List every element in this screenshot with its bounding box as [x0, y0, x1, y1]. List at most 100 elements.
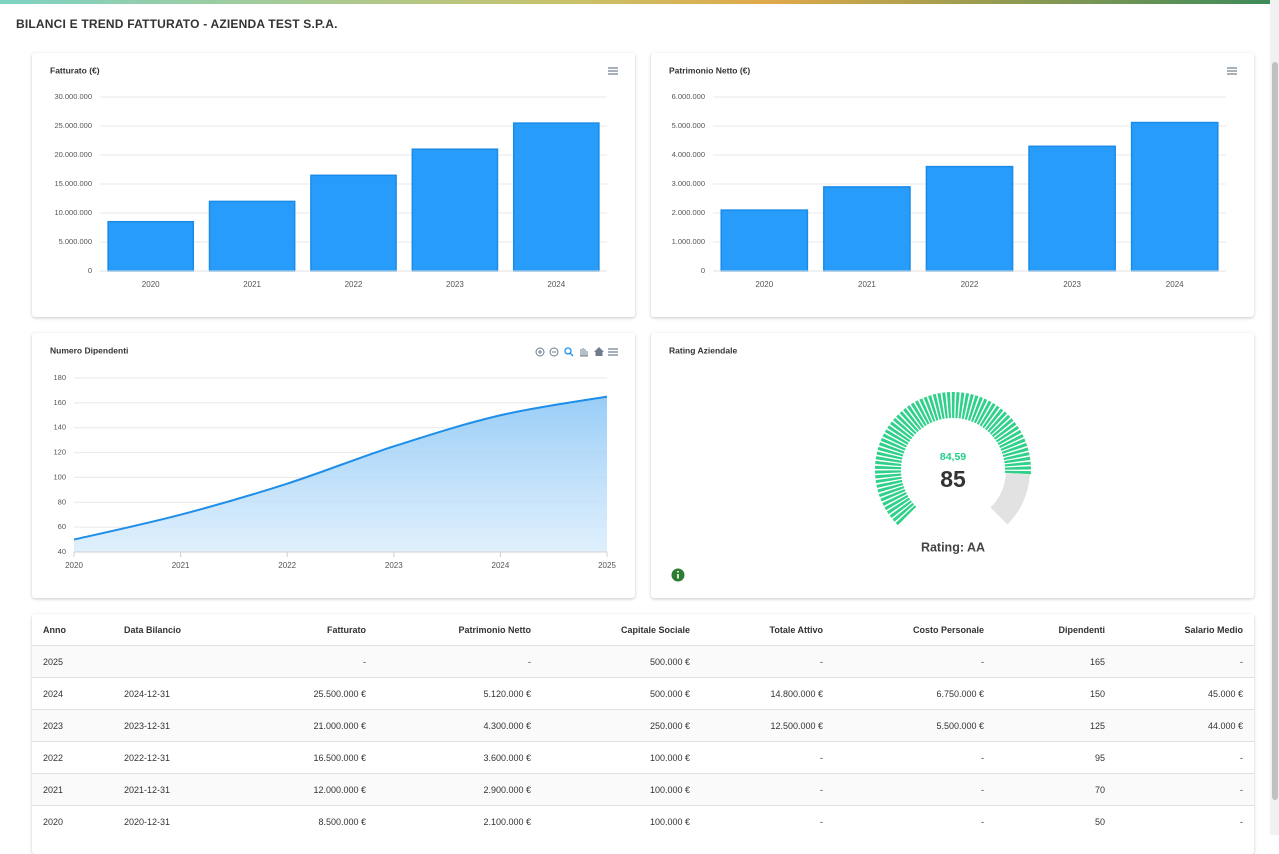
gauge-track	[999, 474, 1018, 516]
x-tick-label: 2023	[385, 561, 403, 570]
column-header: Dipendenti	[995, 614, 1116, 646]
table-cell: -	[1116, 646, 1254, 678]
y-tick-label: 160	[53, 398, 66, 407]
table-cell: 14.800.000 €	[701, 678, 834, 710]
charts: Fatturato (€)05.000.00010.000.00015.000.…	[0, 0, 1270, 610]
zoom-in[interactable]	[536, 348, 544, 356]
table-cell: 5.120.000 €	[377, 678, 542, 710]
table-cell: 2020-12-31	[113, 806, 253, 836]
table-cell: -	[1116, 806, 1254, 836]
table-cell: 500.000 €	[542, 678, 701, 710]
table-cell: -	[701, 774, 834, 806]
y-tick-label: 40	[58, 547, 66, 556]
table-cell: 95	[995, 742, 1116, 774]
y-tick-label: 0	[88, 266, 92, 275]
table-cell: 44.000 €	[1116, 710, 1254, 742]
table-cell: -	[701, 646, 834, 678]
column-header: Anno	[32, 614, 113, 646]
table-cell: 2024	[32, 678, 113, 710]
table-cell: 150	[995, 678, 1116, 710]
x-tick-label: 2025	[598, 561, 616, 570]
x-tick-label: 2022	[278, 561, 296, 570]
bar	[1132, 123, 1218, 271]
table-cell: 100.000 €	[542, 806, 701, 836]
gauge-score: 85	[940, 466, 966, 492]
table-cell: 8.500.000 €	[253, 806, 377, 836]
reset-zoom[interactable]	[594, 347, 604, 356]
column-header: Data Bilancio	[113, 614, 253, 646]
zoom-out[interactable]	[550, 348, 558, 356]
table-cell: 2.900.000 €	[377, 774, 542, 806]
bar	[1029, 146, 1115, 271]
chart-title: Fatturato (€)	[50, 65, 100, 75]
bar	[824, 187, 910, 271]
x-tick-label: 2024	[492, 561, 510, 570]
table-container: AnnoData BilancioFatturatoPatrimonio Net…	[32, 614, 1254, 835]
zoom-select[interactable]	[565, 348, 573, 356]
table-cell: 500.000 €	[542, 646, 701, 678]
table-cell: 16.500.000 €	[253, 742, 377, 774]
column-header: Fatturato	[253, 614, 377, 646]
x-tick-label: 2021	[858, 280, 876, 289]
y-tick-label: 140	[53, 423, 66, 432]
table-cell: 2022-12-31	[113, 742, 253, 774]
table-row: 2025--500.000 €--165-	[32, 646, 1254, 678]
table-cell: 2023-12-31	[113, 710, 253, 742]
table-cell: -	[834, 806, 995, 836]
scrollbar-thumb[interactable]	[1272, 62, 1278, 800]
column-header: Patrimonio Netto	[377, 614, 542, 646]
table-cell: 2025	[32, 646, 113, 678]
x-tick-label: 2021	[243, 280, 261, 289]
table-cell: 70	[995, 774, 1116, 806]
table-cell: 5.500.000 €	[834, 710, 995, 742]
chart-title: Numero Dipendenti	[50, 345, 128, 355]
table-cell: 2020	[32, 806, 113, 836]
table-cell: -	[701, 806, 834, 836]
table-cell: 125	[995, 710, 1116, 742]
table-cell: 2.100.000 €	[377, 806, 542, 836]
menu-icon[interactable]	[608, 68, 618, 74]
table-cell: -	[834, 742, 995, 774]
info-icon[interactable]	[672, 569, 685, 582]
table-cell: 2024-12-31	[113, 678, 253, 710]
y-tick-label: 5.000.000	[59, 237, 92, 246]
rating-label: Rating: AA	[921, 540, 985, 554]
x-tick-label: 2021	[172, 561, 190, 570]
x-tick-label: 2022	[961, 280, 979, 289]
x-tick-label: 2023	[446, 280, 464, 289]
table-cell: 21.000.000 €	[253, 710, 377, 742]
y-tick-label: 80	[58, 497, 66, 506]
pan[interactable]	[580, 348, 588, 356]
x-tick-label: 2023	[1063, 280, 1081, 289]
column-header: Capitale Sociale	[542, 614, 701, 646]
table-row: 20202020-12-318.500.000 €2.100.000 €100.…	[32, 806, 1254, 836]
table-cell: 100.000 €	[542, 742, 701, 774]
gauge-value-label: 84,59	[940, 451, 966, 463]
y-tick-label: 20.000.000	[54, 150, 92, 159]
y-tick-label: 25.000.000	[54, 121, 92, 130]
y-tick-label: 60	[58, 522, 66, 531]
y-tick-label: 15.000.000	[54, 179, 92, 188]
bar	[210, 201, 295, 271]
menu-icon[interactable]	[1227, 68, 1237, 74]
table-cell: 2023	[32, 710, 113, 742]
menu-icon[interactable]	[608, 349, 618, 355]
table-cell: 50	[995, 806, 1116, 836]
table-cell: 2021-12-31	[113, 774, 253, 806]
table-cell: -	[253, 646, 377, 678]
x-tick-label: 2020	[755, 280, 773, 289]
bar	[514, 123, 599, 271]
page: BILANCI E TREND FATTURATO - AZIENDA TEST…	[0, 0, 1279, 835]
column-header: Costo Personale	[834, 614, 995, 646]
column-header: Totale Attivo	[701, 614, 834, 646]
y-tick-label: 120	[53, 448, 66, 457]
x-tick-label: 2024	[547, 280, 565, 289]
y-tick-label: 2.000.000	[672, 208, 705, 217]
table-cell: 2022	[32, 742, 113, 774]
table-cell: 12.500.000 €	[701, 710, 834, 742]
table-cell: -	[1116, 774, 1254, 806]
bar	[926, 167, 1012, 271]
table-cell: 100.000 €	[542, 774, 701, 806]
y-tick-label: 5.000.000	[672, 121, 705, 130]
y-tick-label: 100	[53, 472, 66, 481]
